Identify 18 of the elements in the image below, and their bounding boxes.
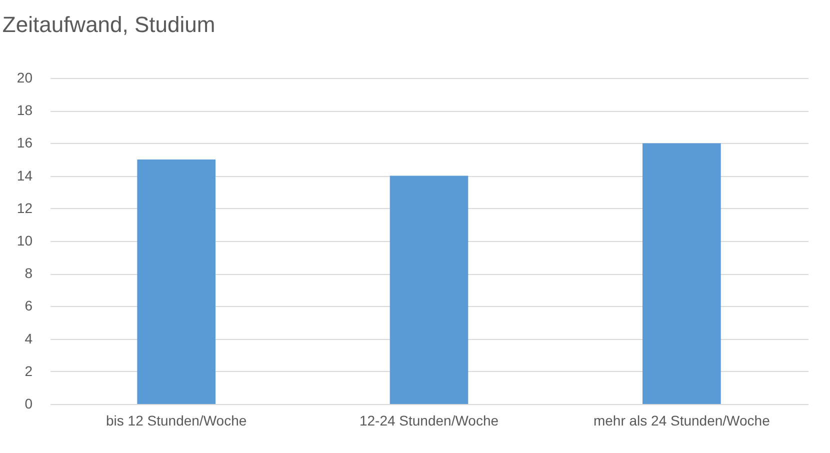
x-tick-label: bis 12 Stunden/Woche [106,412,247,428]
y-tick-label: 18 [16,102,33,118]
chart-title: Zeitaufwand, Studium [2,12,216,37]
y-tick-label: 6 [24,298,33,314]
y-tick-label: 8 [24,265,33,282]
bar [137,160,216,404]
bar [642,143,721,404]
y-tick-label: 10 [16,232,33,248]
y-tick-label: 4 [24,330,33,346]
y-tick-label: 14 [16,167,33,184]
y-tick-label: 20 [16,70,33,86]
y-tick-label: 16 [16,134,33,151]
x-tick-label: mehr als 24 Stunden/Woche [593,412,770,428]
y-tick-label: 12 [16,200,33,216]
x-tick-label: 12-24 Stunden/Woche [359,412,499,428]
y-tick-label: 2 [24,362,33,379]
y-tick-label: 0 [24,396,33,412]
bar [390,176,468,404]
